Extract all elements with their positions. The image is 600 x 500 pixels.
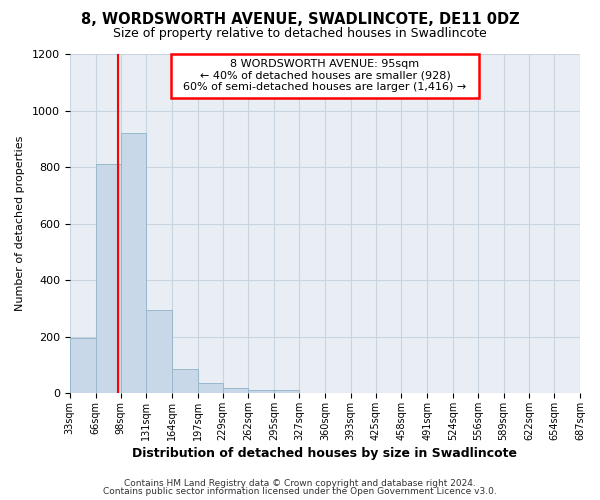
Bar bbox=[70, 338, 95, 393]
Text: 8, WORDSWORTH AVENUE, SWADLINCOTE, DE11 0DZ: 8, WORDSWORTH AVENUE, SWADLINCOTE, DE11 … bbox=[80, 12, 520, 28]
Text: 8 WORDSWORTH AVENUE: 95sqm  
  ← 40% of detached houses are smaller (928)  
  60: 8 WORDSWORTH AVENUE: 95sqm ← 40% of deta… bbox=[176, 59, 473, 92]
Bar bbox=[121, 133, 146, 393]
Bar bbox=[146, 310, 172, 393]
X-axis label: Distribution of detached houses by size in Swadlincote: Distribution of detached houses by size … bbox=[133, 447, 517, 460]
Bar bbox=[95, 164, 121, 393]
Bar bbox=[172, 369, 198, 393]
Bar bbox=[223, 388, 248, 393]
Text: Contains HM Land Registry data © Crown copyright and database right 2024.: Contains HM Land Registry data © Crown c… bbox=[124, 478, 476, 488]
Bar bbox=[198, 383, 223, 393]
Text: Contains public sector information licensed under the Open Government Licence v3: Contains public sector information licen… bbox=[103, 487, 497, 496]
Y-axis label: Number of detached properties: Number of detached properties bbox=[15, 136, 25, 311]
Text: Size of property relative to detached houses in Swadlincote: Size of property relative to detached ho… bbox=[113, 28, 487, 40]
Bar bbox=[274, 390, 299, 393]
Bar bbox=[248, 390, 274, 393]
